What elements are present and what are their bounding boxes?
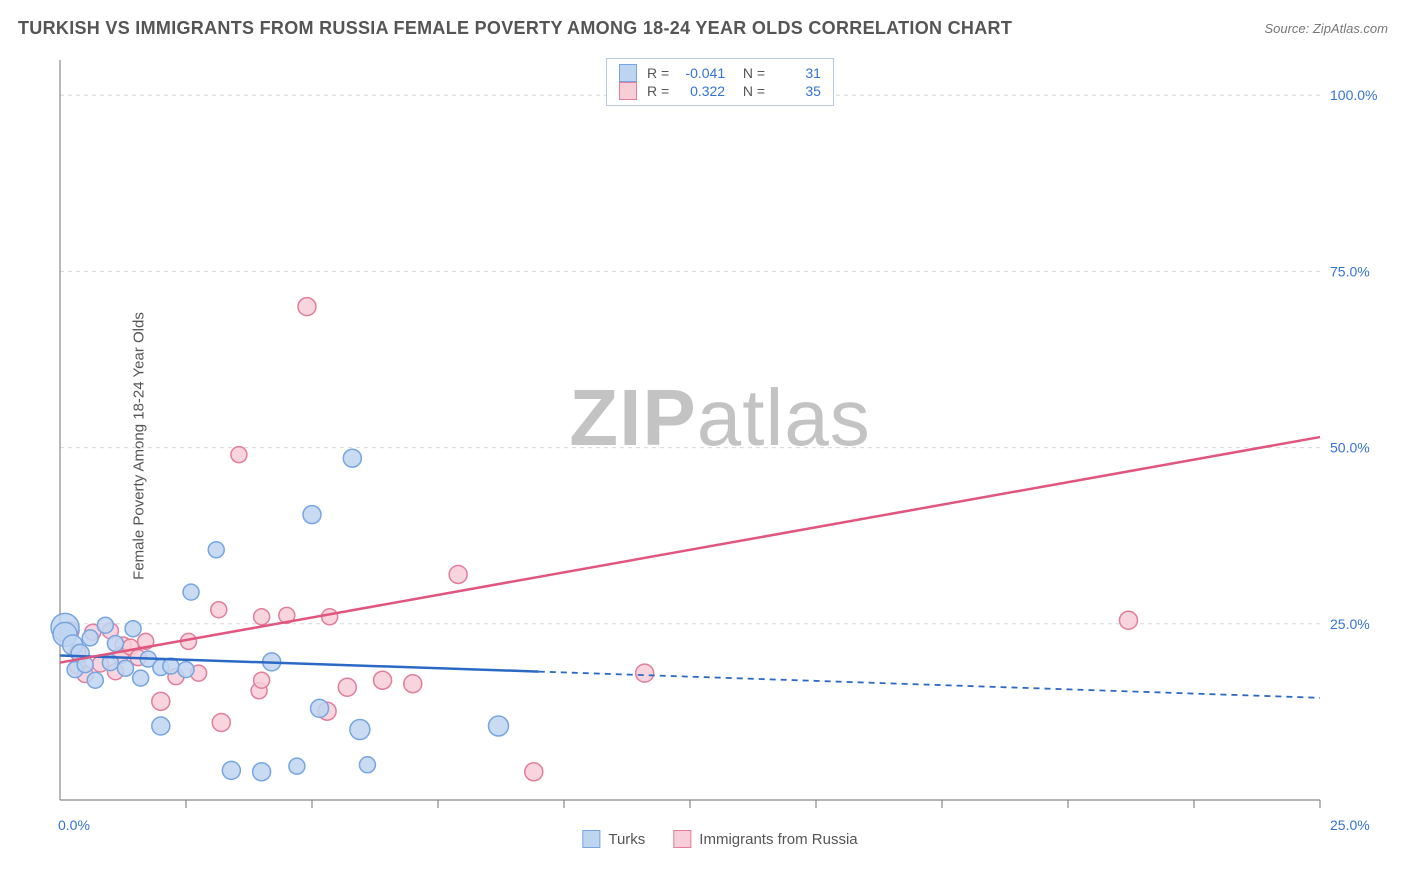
swatch-russia xyxy=(619,82,637,100)
chart-source: Source: ZipAtlas.com xyxy=(1264,21,1388,36)
svg-text:50.0%: 50.0% xyxy=(1330,440,1370,456)
chart-canvas: 25.0% 50.0% 75.0% 100.0% 0.0% 25.0% xyxy=(50,50,1390,850)
legend-item-russia: Immigrants from Russia xyxy=(673,830,857,848)
series-legend: Turks Immigrants from Russia xyxy=(582,830,857,848)
svg-text:100.0%: 100.0% xyxy=(1330,87,1377,103)
correlation-legend: R = -0.041 N = 31 R = 0.322 N = 35 xyxy=(606,58,834,106)
svg-text:25.0%: 25.0% xyxy=(1330,616,1370,632)
legend-row-turks: R = -0.041 N = 31 xyxy=(619,64,821,82)
scatter-plot: ZIPatlas 25.0%50.0%75.0%100.0%0.0%25.0% … xyxy=(50,50,1390,850)
swatch-turks-icon xyxy=(582,830,600,848)
swatch-russia-icon xyxy=(673,830,691,848)
legend-row-russia: R = 0.322 N = 35 xyxy=(619,82,821,100)
svg-text:0.0%: 0.0% xyxy=(58,817,90,833)
chart-title: TURKISH VS IMMIGRANTS FROM RUSSIA FEMALE… xyxy=(18,18,1012,39)
svg-text:75.0%: 75.0% xyxy=(1330,263,1370,279)
legend-item-turks: Turks xyxy=(582,830,645,848)
chart-header: TURKISH VS IMMIGRANTS FROM RUSSIA FEMALE… xyxy=(18,18,1388,39)
svg-text:25.0%: 25.0% xyxy=(1330,817,1370,833)
swatch-turks xyxy=(619,64,637,82)
